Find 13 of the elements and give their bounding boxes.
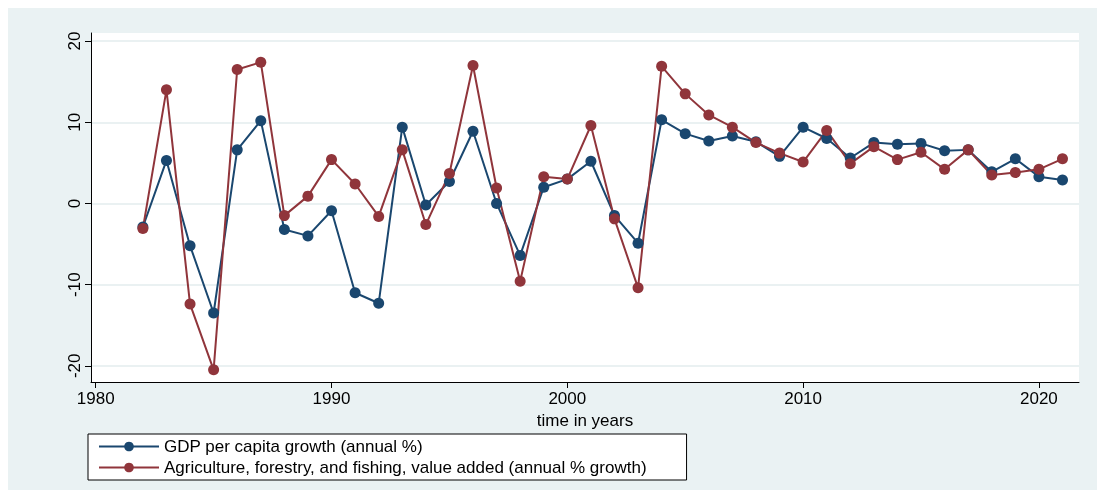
x-tick-label: 2010 (784, 389, 823, 408)
x-axis-title: time in years (536, 410, 634, 430)
y-tick-label: -10 (65, 272, 84, 297)
x-tick-label: 2000 (548, 389, 587, 408)
x-tick-label: 1990 (312, 389, 351, 408)
y-tick-label: 20 (65, 31, 84, 51)
legend-label: Agriculture, forestry, and fishing, value added (annual % growth) (164, 458, 647, 477)
legend-label: GDP per capita growth (annual %) (164, 437, 423, 456)
y-tick-label: 10 (65, 112, 84, 132)
x-tick-label: 1980 (76, 389, 115, 408)
y-tick-label: -20 (65, 353, 84, 379)
x-tick-label: 2020 (1020, 389, 1058, 408)
y-tick-label: 0 (65, 198, 84, 209)
